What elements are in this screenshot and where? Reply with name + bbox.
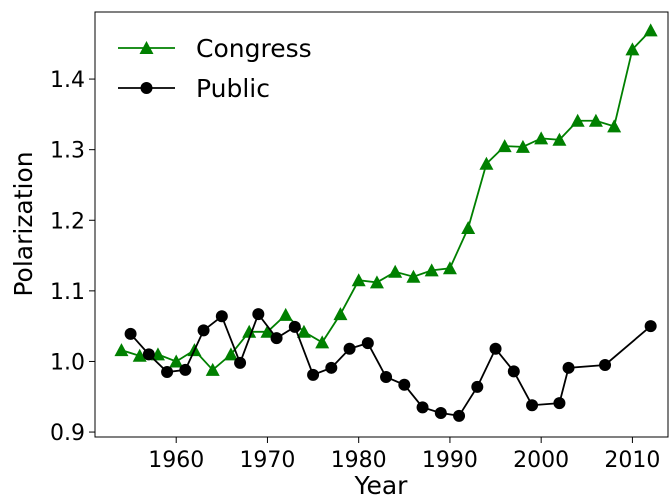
y-tick-label: 1.1 (50, 280, 85, 305)
y-tick-label: 1.2 (50, 209, 85, 234)
data-point (507, 365, 520, 378)
y-tick-label: 1.0 (50, 350, 85, 375)
x-axis-label: Year (354, 471, 409, 497)
data-point (570, 113, 585, 127)
data-point (215, 310, 228, 323)
data-point (599, 358, 612, 371)
y-tick-label: 1.3 (50, 139, 85, 164)
x-tick-label: 2010 (604, 448, 660, 473)
data-point (142, 348, 155, 361)
legend-marker (139, 41, 154, 54)
data-point (343, 342, 356, 355)
data-point (361, 337, 374, 350)
data-point (315, 335, 330, 349)
data-point (442, 261, 457, 275)
data-point (607, 119, 622, 133)
data-point (132, 348, 147, 362)
data-point (489, 342, 502, 355)
legend-label: Congress (196, 34, 312, 63)
data-point (114, 343, 129, 357)
data-point (515, 139, 530, 153)
data-point (453, 409, 466, 422)
data-point (260, 324, 275, 338)
data-point (388, 264, 403, 278)
data-point (252, 308, 265, 321)
data-point (270, 332, 283, 345)
data-point (424, 263, 439, 277)
data-point (380, 370, 393, 383)
legend-label: Public (196, 74, 270, 103)
x-tick-label: 1970 (239, 448, 295, 473)
data-point (471, 380, 484, 393)
data-point (296, 324, 311, 338)
series-line (121, 29, 652, 372)
x-tick-label: 1960 (148, 448, 204, 473)
data-point (205, 362, 220, 376)
data-point (150, 347, 165, 361)
legend-marker (140, 82, 153, 94)
y-axis-label: Polarization (9, 151, 38, 296)
data-point (625, 42, 640, 56)
data-point (534, 131, 549, 145)
x-tick-label: 2000 (513, 448, 569, 473)
data-point (161, 366, 174, 379)
data-point (278, 307, 293, 321)
data-point (588, 113, 603, 127)
data-point (553, 397, 566, 410)
x-tick-label: 1990 (422, 448, 478, 473)
data-point (562, 361, 575, 374)
data-point (416, 401, 429, 414)
data-point (398, 378, 411, 391)
y-tick-label: 0.9 (50, 421, 85, 446)
data-point (479, 156, 494, 170)
plot-frame (94, 11, 669, 438)
data-point (325, 361, 338, 374)
data-point (197, 324, 210, 337)
data-point (526, 399, 539, 412)
data-point (179, 363, 192, 376)
x-tick-label: 1980 (331, 448, 387, 473)
data-point (333, 307, 348, 321)
data-point (552, 132, 567, 146)
data-point (124, 327, 137, 340)
data-point (406, 269, 421, 283)
data-point (643, 23, 658, 37)
data-point (461, 221, 476, 235)
data-point (242, 324, 257, 338)
data-point (497, 139, 512, 153)
y-tick-label: 1.4 (50, 68, 85, 93)
data-point (288, 320, 301, 333)
data-point (234, 356, 247, 369)
data-point (434, 406, 447, 419)
data-point (644, 320, 657, 333)
data-point (307, 368, 320, 381)
data-point (223, 347, 238, 361)
data-point (169, 354, 184, 368)
data-point (351, 273, 366, 287)
data-point (369, 275, 384, 289)
